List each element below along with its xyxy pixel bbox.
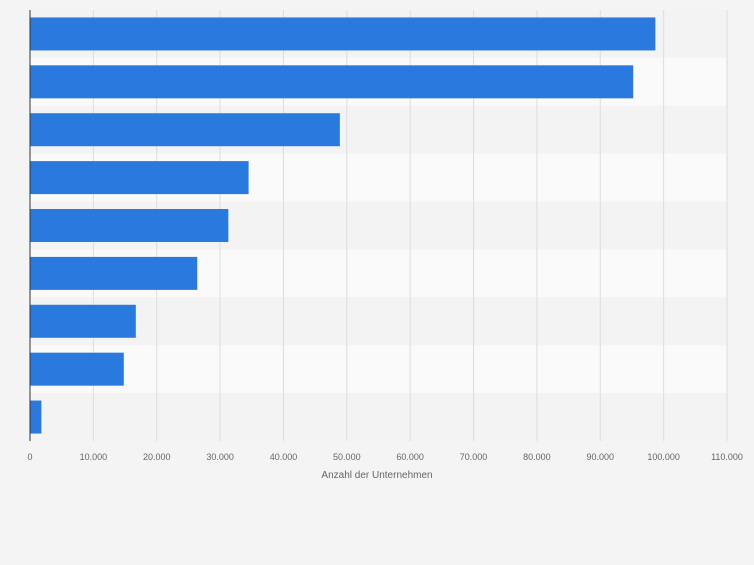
bar[interactable]	[30, 304, 136, 338]
bar[interactable]	[30, 65, 634, 99]
x-tick-label: 10.000	[80, 452, 108, 462]
x-tick-label: 0	[27, 452, 32, 462]
x-tick-label: 100.000	[647, 452, 680, 462]
bars	[30, 17, 656, 434]
x-tick-label: 20.000	[143, 452, 171, 462]
x-tick-label: 80.000	[523, 452, 551, 462]
bar[interactable]	[30, 161, 249, 195]
x-tick-label: 40.000	[270, 452, 298, 462]
row-band	[30, 297, 727, 346]
x-tick-label: 30.000	[206, 452, 234, 462]
bar[interactable]	[30, 209, 229, 242]
x-tick-label: 70.000	[460, 452, 488, 462]
bar[interactable]	[30, 400, 42, 434]
x-axis-label: Anzahl der Unternehmen	[321, 470, 432, 481]
x-tick-label: 50.000	[333, 452, 361, 462]
x-tick-label: 110.000	[711, 452, 743, 462]
bar[interactable]	[30, 352, 124, 386]
bar[interactable]	[30, 256, 198, 290]
row-band	[30, 393, 727, 441]
x-tick-label: 90.000	[587, 452, 615, 462]
bar[interactable]	[30, 113, 340, 147]
x-tick-labels: 0 10.000 20.000 30.000 40.000 50.000 60.000 70.…	[27, 452, 742, 462]
x-tick-label: 60.000	[396, 452, 424, 462]
bar[interactable]	[30, 17, 656, 51]
row-band	[30, 345, 727, 394]
